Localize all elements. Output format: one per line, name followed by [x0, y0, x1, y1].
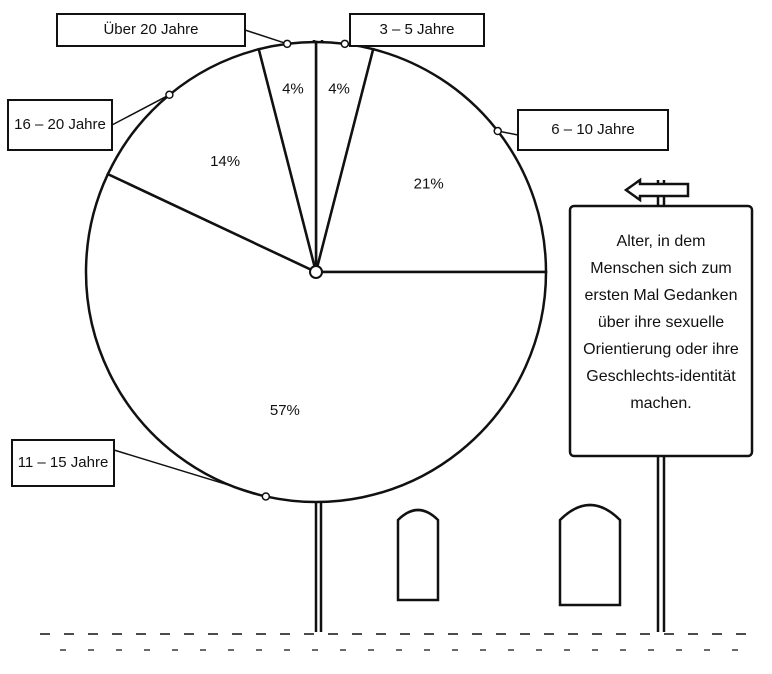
category-label: Über 20 Jahre: [103, 20, 198, 38]
callout-dot: [341, 40, 348, 47]
value-label: 4%: [282, 80, 304, 97]
sign-title: Alter, in dem Menschen sich zum ersten M…: [578, 228, 744, 417]
callout-dot: [284, 40, 291, 47]
callout-dot: [494, 128, 501, 135]
category-label: 16 – 20 Jahre: [14, 116, 106, 133]
callout-line: [245, 30, 287, 44]
value-label: 14%: [210, 153, 240, 170]
category-label: 3 – 5 Jahre: [379, 21, 454, 38]
category-label: 6 – 10 Jahre: [551, 121, 634, 138]
category-label: 11 – 15 Jahre: [18, 454, 109, 471]
value-label: 21%: [414, 176, 444, 193]
value-label: 4%: [328, 80, 350, 97]
value-label: 57%: [270, 402, 300, 419]
pie-center: [310, 266, 322, 278]
callout-dot: [166, 91, 173, 98]
callout-dot: [262, 493, 269, 500]
page: 4% 3 – 5 Jahre 21% 6 – 10 Jahre 57% 11 – 15 J…: [0, 0, 772, 669]
